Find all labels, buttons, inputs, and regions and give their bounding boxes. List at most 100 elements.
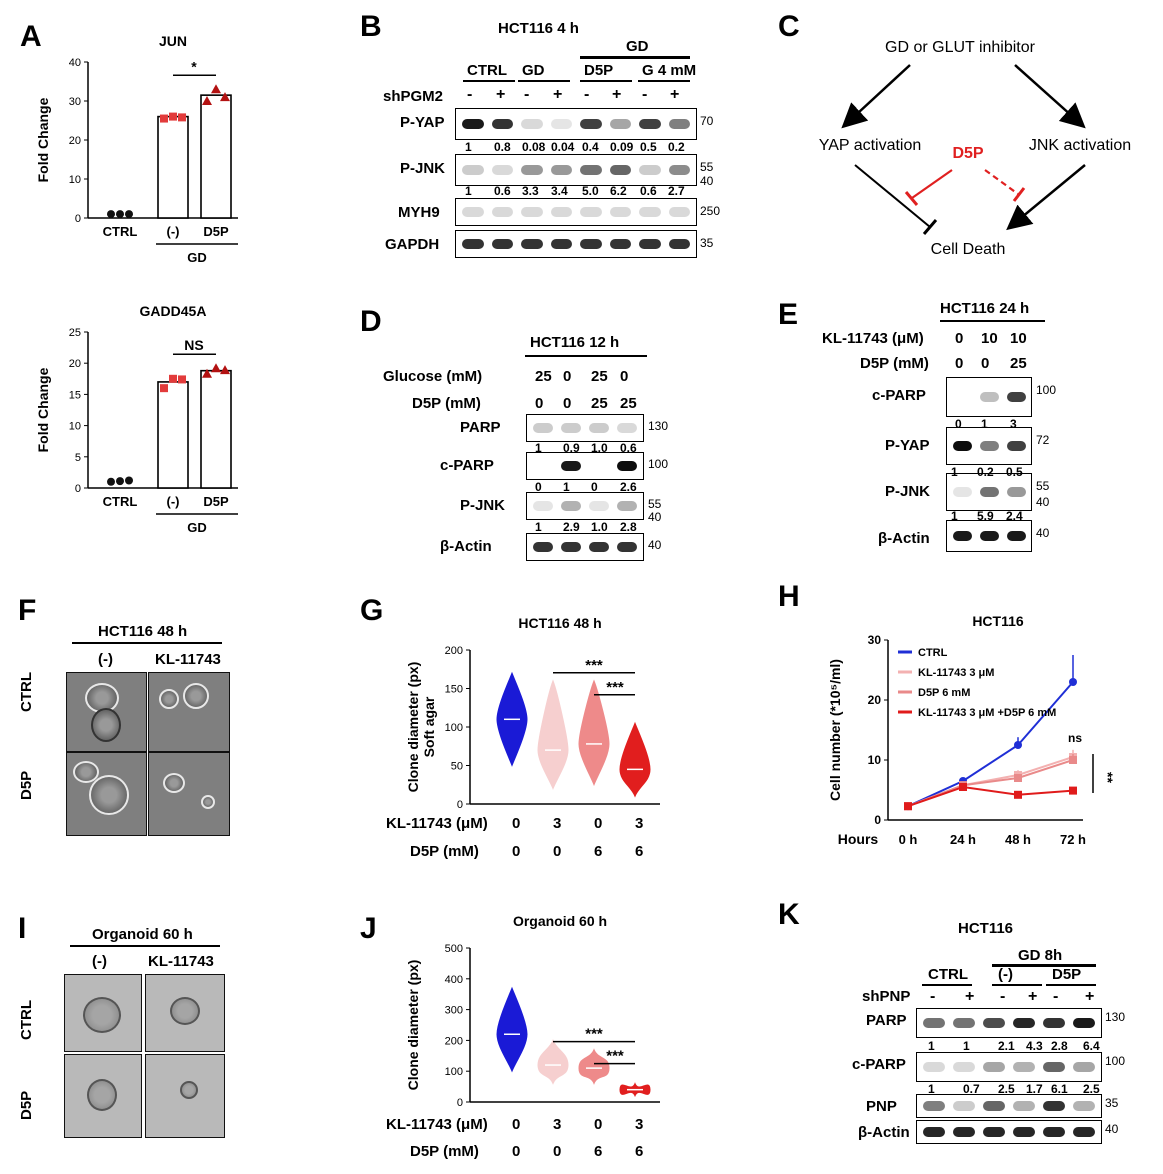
x-tick-label: 48 h [1005, 832, 1031, 847]
d-quant: 2.8 [620, 520, 637, 534]
b-quant: 0.6 [640, 184, 657, 198]
k-quant: 0.7 [963, 1082, 980, 1096]
f-title-line [72, 642, 222, 644]
data-point [1014, 790, 1022, 799]
f-cell [201, 795, 215, 809]
y-axis-label: Soft agar [421, 696, 437, 757]
group-label: GD [187, 520, 207, 535]
data-point [211, 84, 221, 94]
band [491, 119, 513, 129]
i-title: Organoid 60 h [92, 926, 193, 943]
data-point [178, 113, 186, 122]
d-quant: 0.6 [620, 441, 637, 455]
j-d5p-label: D5P (mM) [410, 1143, 479, 1160]
panelJ_labels-kl-value: 3 [635, 1116, 644, 1133]
y-axis-label: Clone diameter (px) [405, 960, 421, 1091]
e-quant: 0 [955, 417, 962, 431]
panel-letter-b: B [360, 10, 382, 43]
k-group-label: D5P [1052, 966, 1082, 983]
band [668, 207, 690, 217]
band [639, 239, 661, 249]
e-blot [946, 377, 1032, 417]
chart-j-organoid: Organoid 60 h Clone diameter (px) 0 100 200 3… [405, 913, 660, 1109]
band [668, 165, 690, 175]
band [923, 1018, 945, 1028]
data-point [125, 476, 133, 485]
band [668, 239, 690, 249]
e-marker: 55 [1036, 479, 1050, 493]
panel-letter-i: I [18, 912, 27, 945]
band [589, 542, 609, 552]
d-blot [526, 414, 644, 442]
k-marker: 130 [1105, 1010, 1126, 1024]
y-tick-label: 0 [874, 813, 881, 827]
band [609, 207, 631, 217]
band [533, 423, 553, 433]
k-row-label: β-Actin [858, 1124, 910, 1141]
k-marker: 35 [1105, 1096, 1119, 1110]
b-row-label: P-JNK [400, 160, 446, 177]
y-tick-label: 100 [445, 1066, 463, 1078]
legend-label: KL-11743 3 μM [918, 667, 994, 679]
x-tick-label: D5P [203, 224, 229, 239]
violin [578, 679, 610, 787]
d-blot [526, 492, 644, 520]
band [1013, 1062, 1035, 1072]
band [923, 1101, 945, 1111]
band [639, 165, 661, 175]
x-tick-label: 0 h [899, 832, 918, 847]
d-quant: 0.9 [563, 441, 580, 455]
k-gd-header: GD 8h [1018, 947, 1063, 964]
panelJ_labels-kl-value: 3 [553, 1116, 562, 1133]
d-row-label: β-Actin [440, 538, 492, 555]
data-point [107, 477, 115, 486]
band [589, 423, 609, 433]
band [561, 542, 581, 552]
f-row-2: D5P [18, 770, 35, 800]
e-row-label: c-PARP [872, 387, 926, 404]
band [617, 501, 637, 511]
b-sh-label: shPGM2 [383, 88, 444, 105]
i-row-1: CTRL [18, 1000, 35, 1040]
k-row-label: PARP [866, 1012, 907, 1029]
band [491, 239, 513, 249]
violin [619, 721, 651, 798]
b-gd-line [580, 56, 690, 59]
y-tick-label: 400 [445, 974, 463, 986]
band [953, 1127, 975, 1137]
violin [578, 1048, 610, 1085]
e-title-line [940, 320, 1045, 322]
b-marker: 40 [700, 174, 714, 188]
b-quant: 0.8 [494, 140, 511, 154]
series-line [907, 785, 1074, 808]
e-blot [946, 427, 1032, 465]
k-gd-line [992, 964, 1096, 967]
band [491, 207, 513, 217]
e-d5p-value: 0 [981, 355, 990, 372]
band [980, 441, 999, 451]
e-row-label: P-YAP [885, 437, 930, 454]
data-point [202, 368, 212, 378]
y-axis-label: Fold Change [35, 367, 51, 452]
f-image-d5p-neg [66, 752, 147, 836]
panel-letter-k: K [778, 898, 800, 931]
band [1043, 1018, 1065, 1028]
b-quant: 6.2 [610, 184, 627, 198]
f-col-1: (-) [98, 651, 113, 668]
panel-letter-h: H [778, 580, 800, 613]
band [550, 119, 572, 129]
d-d5p-value: 25 [620, 395, 637, 412]
data-point [160, 384, 168, 393]
band [1073, 1062, 1095, 1072]
k-sign: + [965, 988, 975, 1005]
c-top: GD or GLUT inhibitor [885, 39, 1036, 56]
data-point [1014, 774, 1022, 782]
d-marker: 40 [648, 538, 662, 552]
d-marker: 40 [648, 510, 662, 524]
d-quant: 2.9 [563, 520, 580, 534]
b-quant: 0.5 [640, 140, 657, 154]
e-quant: 0.2 [977, 465, 994, 479]
g-d5p-label: D5P (mM) [410, 843, 479, 860]
k-marker: 40 [1105, 1122, 1119, 1136]
band [983, 1018, 1005, 1028]
